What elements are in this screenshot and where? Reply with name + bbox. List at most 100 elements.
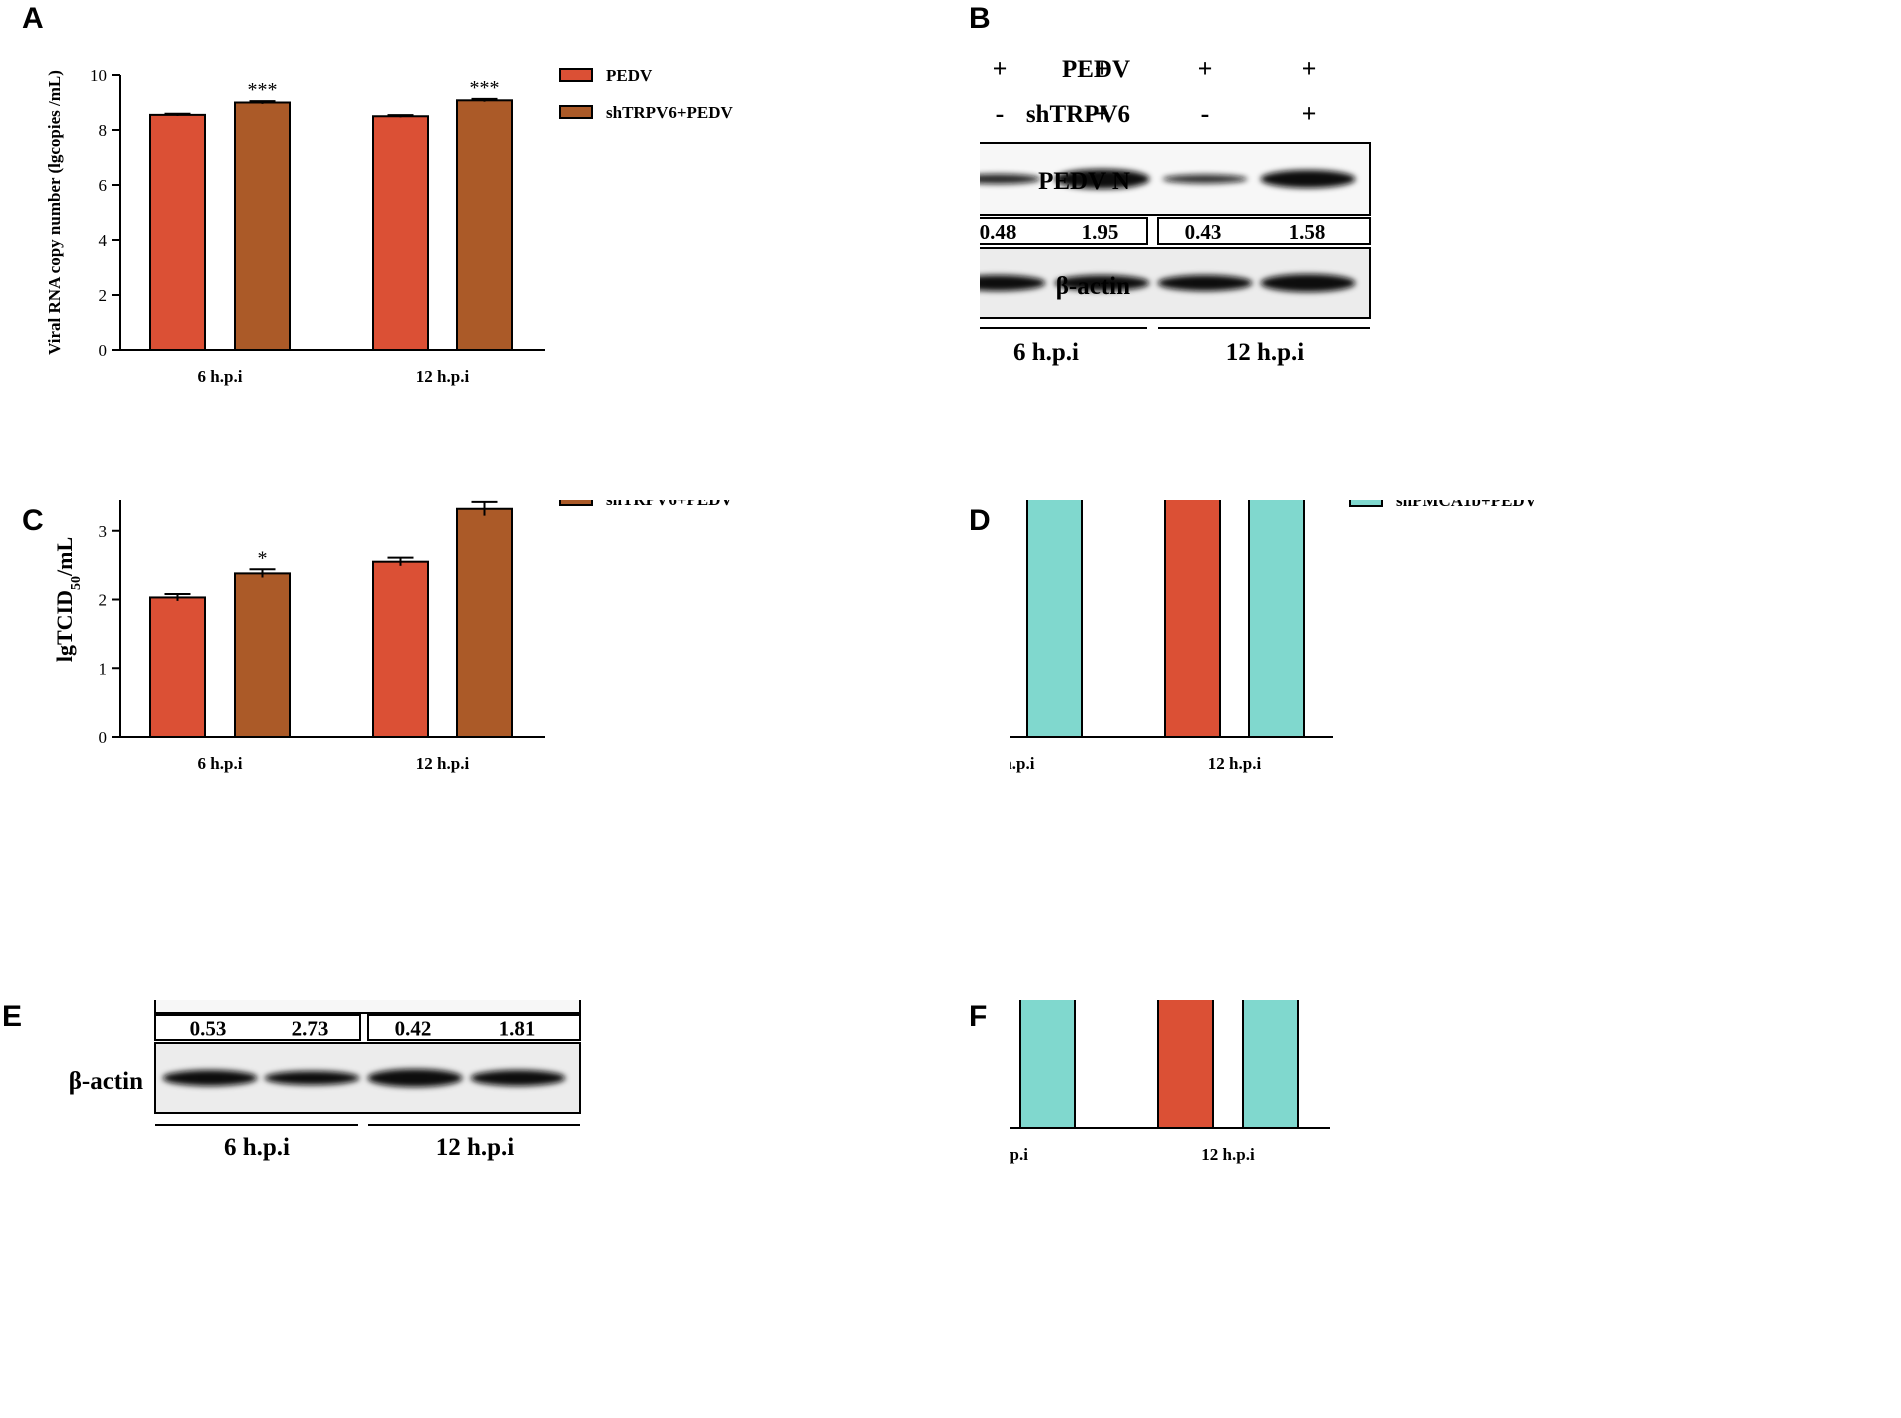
y-axis-label-main: lgTCID <box>52 590 77 662</box>
bar-a-knockdown-1 <box>456 99 513 351</box>
band-loading <box>1157 275 1253 291</box>
y-axis-label-a: Viral RNA copy number (lgcopies /mL) <box>45 70 64 355</box>
treatment-sign: - <box>996 99 1005 128</box>
y-tick-label: 2 <box>99 591 108 610</box>
band-loading <box>1260 274 1356 292</box>
quant-box <box>980 217 1148 245</box>
band-loading <box>1054 275 1150 291</box>
legend-label-d-1: shPMCA1b+PEDV <box>1396 500 1538 510</box>
legend-swatch-a-1 <box>559 105 593 119</box>
x-tick-label: 6 h.p.i <box>198 754 243 773</box>
bar-f-knockdown-1 <box>1242 1000 1299 1129</box>
band-target <box>1054 169 1150 189</box>
y-axis-label-suffix: /mL <box>52 537 77 577</box>
panel-label-f: F <box>969 1000 988 1033</box>
group-label: 6 h.p.i <box>1013 339 1079 366</box>
quant-value: 1.58 <box>1289 220 1326 244</box>
quant-value: 0.42 <box>395 1017 432 1041</box>
group-label: 12 h.p.i <box>436 1134 515 1161</box>
quant-box <box>367 1014 581 1041</box>
bar-a-knockdown-0 <box>234 101 291 351</box>
blot-row-label-b-1: shTRPV6 <box>1026 101 1130 128</box>
y-tick-label: 0 <box>99 341 108 360</box>
band-target <box>1162 174 1248 184</box>
panel-label-c: C <box>22 504 44 537</box>
treatment-sign: + <box>1302 99 1317 128</box>
bar-f-control-1 <box>1157 1000 1214 1129</box>
band-loading <box>470 1070 566 1086</box>
y-tick-label: 3 <box>99 522 108 541</box>
treatment-sign: - <box>1201 99 1210 128</box>
quant-value: 0.43 <box>1185 220 1222 244</box>
band-loading <box>980 275 1046 291</box>
y-tick-label: 1 <box>99 659 108 678</box>
y-tick-label: 6 <box>99 176 108 195</box>
group-label: 6 h.p.i <box>224 1134 290 1161</box>
panel-label-a: A <box>22 2 44 35</box>
quant-box <box>1157 217 1371 245</box>
x-tick-label: 6 h.p.i <box>1010 754 1035 773</box>
quant-box <box>154 1014 361 1041</box>
y-tick-label: 8 <box>99 121 108 140</box>
panel-label-e: E <box>2 1000 23 1033</box>
significance-marker: *** <box>248 79 278 101</box>
panel-label-b: B <box>969 2 991 35</box>
blot-target-label-b: PEDV N <box>1038 168 1130 195</box>
blot-loading-label-b: β-actin <box>1056 273 1130 300</box>
band-loading <box>264 1071 360 1085</box>
y-tick-label: 2 <box>99 286 108 305</box>
quant-value: 0.53 <box>190 1017 227 1041</box>
blot-loading-label-e: β-actin <box>69 1068 143 1095</box>
y-tick-label: 4 <box>99 231 108 250</box>
x-tick-label: 12 h.p.i <box>1208 754 1262 773</box>
legend-label-c-1: shTRPV6+PEDV <box>606 500 734 509</box>
x-tick-label: 12 h.p.i <box>1201 1145 1255 1164</box>
quant-value: 1.81 <box>499 1017 536 1041</box>
bar-d-control-1 <box>1164 500 1221 738</box>
bar-c-control-0 <box>149 596 206 738</box>
chart-panel-f: 01234lgTCID50/mL*6 h.p.i**12 h.p.iPEDVsh… <box>1010 1000 1330 1164</box>
legend-label-a-0: PEDV <box>606 66 653 85</box>
bar-c-control-1 <box>372 560 429 738</box>
band-loading <box>367 1069 463 1087</box>
bar-a-control-1 <box>372 115 429 351</box>
treatment-sign: + <box>1198 54 1213 83</box>
group-label: 12 h.p.i <box>1226 339 1305 366</box>
y-tick-label: 0 <box>99 728 108 747</box>
western-blot-e: PEDV++++shPMCA1b-+-+PEDV N0.532.730.421.… <box>69 1000 581 1161</box>
bar-a-control-0 <box>149 113 206 351</box>
significance-marker: *** <box>470 77 500 99</box>
legend-swatch-d-1 <box>1349 500 1383 507</box>
quant-value: 0.48 <box>980 220 1016 244</box>
bar-c-knockdown-0 <box>234 572 291 738</box>
blot-row-label-b-0: PEDV <box>1062 56 1130 83</box>
treatment-sign: + <box>1095 54 1110 83</box>
y-axis-label-sub: 50 <box>69 576 84 590</box>
treatment-sign: + <box>993 54 1008 83</box>
chart-panel-a: 0 2 4 6 8 10 Viral RNA copy number (lgcopies /… <box>45 66 734 386</box>
x-tick-label: 6 h.p.i <box>1010 1145 1028 1164</box>
y-tick-label: 10 <box>90 66 107 85</box>
chart-panel-c: 01234lgTCID50/mL*6 h.p.i*12 h.p.iPEDVshT… <box>52 500 734 773</box>
band-target <box>980 174 1041 184</box>
legend-swatch-a-0 <box>559 68 593 82</box>
bar-d-knockdown-0 <box>1026 500 1083 738</box>
bar-d-knockdown-1 <box>1248 500 1305 738</box>
band-target <box>1260 170 1356 188</box>
quant-value: 2.73 <box>292 1017 329 1041</box>
panel-label-d: D <box>969 504 991 537</box>
x-tick-label: 12 h.p.i <box>416 367 470 386</box>
y-axis-label-c: lgTCID50/mL <box>52 537 84 662</box>
x-tick-label: 12 h.p.i <box>416 754 470 773</box>
treatment-sign: + <box>1302 54 1317 83</box>
legend-label-a-1: shTRPV6+PEDV <box>606 103 734 122</box>
significance-marker: * <box>258 547 268 569</box>
legend-swatch-c-1 <box>559 500 593 506</box>
western-blot-b: PEDV+ + + +shTRPV6- + - +PEDV N0.48 1.95 0.43 1.5… <box>980 54 1371 366</box>
bar-c-knockdown-1 <box>456 507 513 738</box>
blot-target-frame-e <box>154 1000 581 1014</box>
quant-value: 1.95 <box>1082 220 1119 244</box>
x-tick-label: 6 h.p.i <box>198 367 243 386</box>
significance-marker: * <box>480 500 490 502</box>
